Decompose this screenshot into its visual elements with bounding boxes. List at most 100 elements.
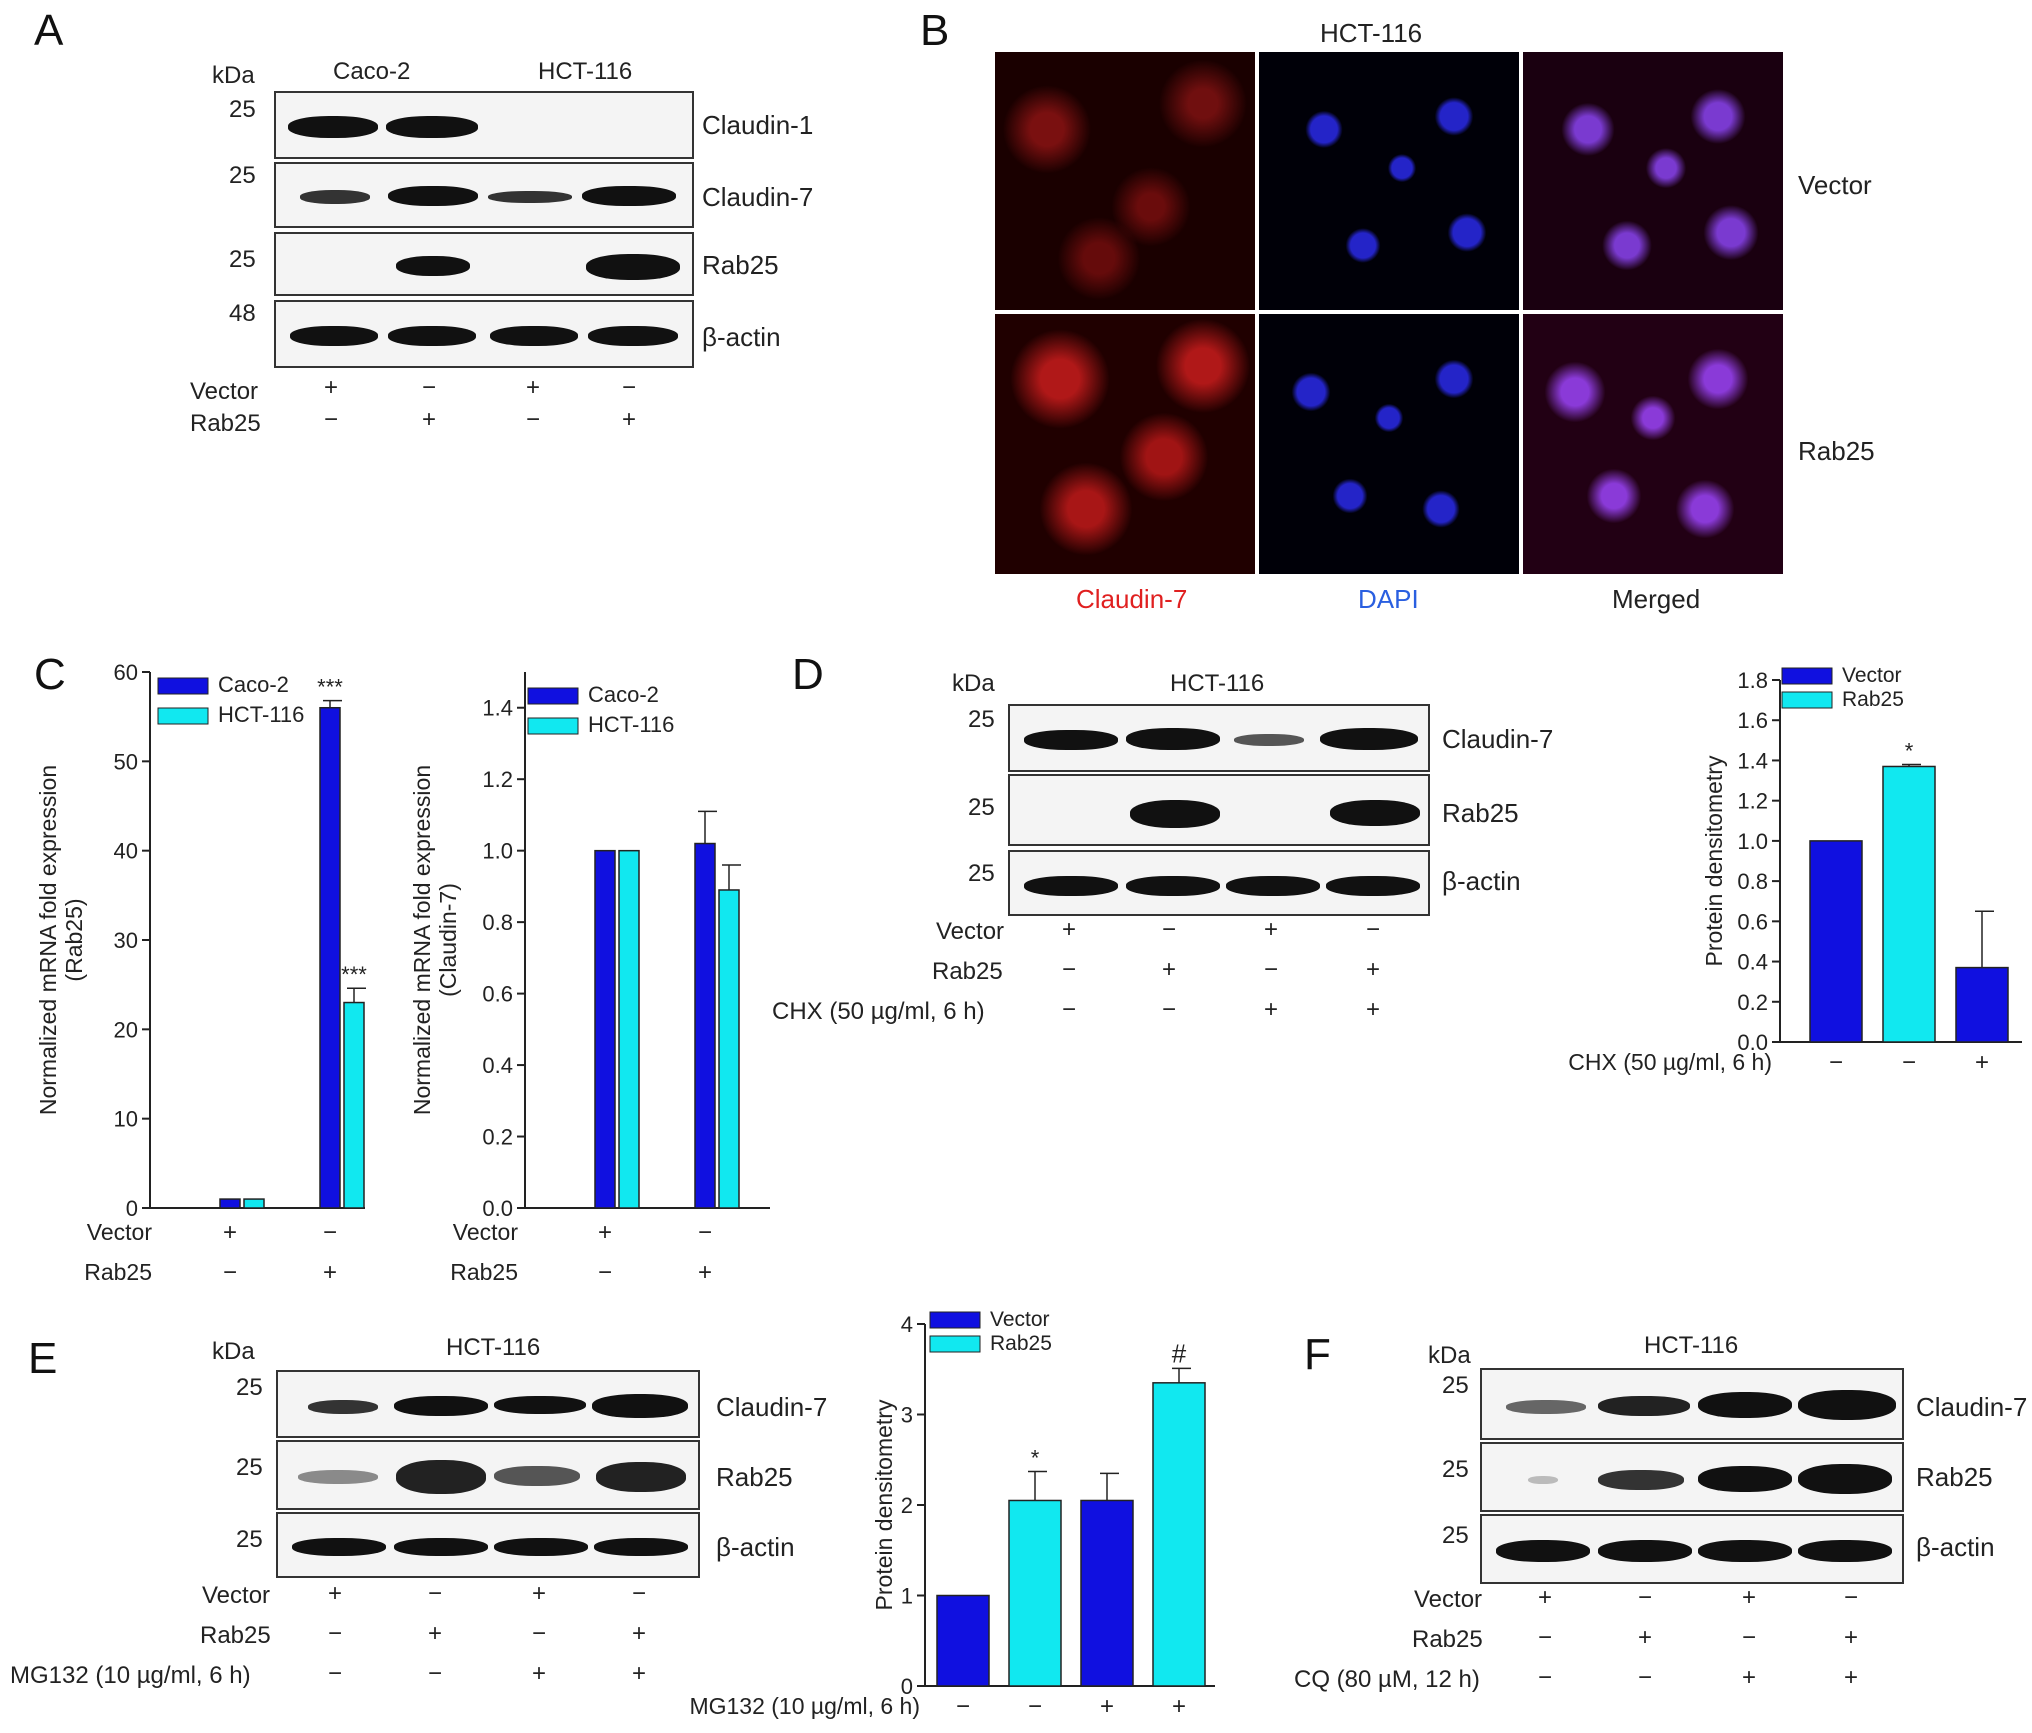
y-tick-label: 1.8 [1737, 668, 1768, 693]
mw-label: 25 [236, 1374, 263, 1401]
sign: − [1844, 1584, 1859, 1611]
significance-label: * [1031, 1446, 1040, 1471]
blot-band [1798, 1540, 1892, 1562]
y-axis-label: Normalized mRNA fold expression [409, 765, 435, 1115]
sign: + [1264, 996, 1279, 1023]
blot-beta-actin [276, 1512, 700, 1578]
blot-beta-actin [1480, 1514, 1904, 1584]
legend-label: Caco-2 [588, 682, 659, 707]
y-axis-label: Normalized mRNA fold expression [35, 765, 61, 1115]
treatment-label: CQ (80 µM, 12 h) [1294, 1666, 1480, 1693]
sign: − [1062, 996, 1077, 1023]
sign: − [1829, 1049, 1843, 1076]
sign: + [526, 374, 541, 401]
y-axis-label: Protein densitometry [871, 1399, 897, 1610]
panel-f: F kDa HCT-116 25 Claudin-7 25 Rab25 25 β… [1290, 1300, 2032, 1733]
blot-label: Claudin-7 [1442, 724, 1554, 754]
sign: − [622, 374, 637, 401]
blot-band [1528, 1476, 1558, 1484]
treatment-label: Rab25 [1412, 1626, 1483, 1653]
y-tick-label: 40 [114, 839, 138, 864]
blot-band [1798, 1464, 1892, 1494]
blot-label: β-actin [702, 322, 781, 352]
panel-a: A kDa Caco-2 HCT-116 25 Claudin-1 25 Cla… [0, 0, 920, 470]
blot-band [488, 191, 572, 203]
bar [718, 889, 740, 1209]
treatment-label: Vector [190, 378, 259, 405]
sign: − [598, 1259, 612, 1286]
y-tick-label: 30 [114, 928, 138, 953]
significance-label: * [1905, 738, 1914, 763]
sign: + [622, 406, 637, 433]
blot-label: Rab25 [1442, 798, 1519, 828]
blot-label: Claudin-7 [702, 182, 814, 212]
blot-band [386, 116, 478, 138]
micrograph-claudin7-vector [993, 50, 1257, 312]
sign: + [1366, 956, 1381, 983]
y-axis-label: Protein densitometry [1701, 755, 1727, 966]
sign: − [526, 406, 541, 433]
treatment-label: MG132 (10 µg/ml, 6 h) [10, 1662, 251, 1689]
y-tick-label: 4 [901, 1312, 913, 1337]
sign: + [328, 1580, 343, 1607]
sign: + [532, 1580, 547, 1607]
sign: − [532, 1620, 547, 1647]
mw-label: 25 [229, 162, 256, 189]
column-label-claudin7: Claudin-7 [1076, 584, 1188, 614]
chart-c-right: 0.0 0.2 0.4 0.6 0.8 1.0 1.2 1.4 Normalized mRNA … [409, 672, 770, 1286]
blot-band [1320, 728, 1418, 750]
row-label-vector: Vector [1798, 170, 1872, 200]
sign: + [1638, 1624, 1653, 1651]
bar [243, 1198, 265, 1209]
blot-band [1698, 1392, 1792, 1418]
y-tick-label: 0.6 [1737, 909, 1768, 934]
mw-label: 25 [236, 1526, 263, 1553]
treatment-label: Vector [453, 1219, 519, 1245]
legend-label: Vector [1842, 664, 1902, 687]
y-tick-label: 20 [114, 1017, 138, 1042]
bar [1080, 1499, 1134, 1687]
panel-label-d: D [792, 650, 824, 699]
sign: + [1975, 1049, 1989, 1076]
blot-label: Rab25 [716, 1462, 793, 1492]
sign: − [1366, 916, 1381, 943]
panel-label-c: C [34, 650, 66, 699]
y-tick-label: 1.2 [1737, 789, 1768, 814]
sign: + [1742, 1664, 1757, 1691]
blot-band [490, 326, 578, 346]
sign: + [1366, 996, 1381, 1023]
blot-beta-actin [274, 300, 694, 368]
micrograph-merged-rab25 [1521, 312, 1785, 576]
significance-label: *** [341, 962, 367, 987]
y-tick-label: 0.2 [482, 1125, 513, 1150]
blot-band [592, 1394, 688, 1418]
treatment-label: MG132 (10 µg/ml, 6 h) [689, 1693, 920, 1719]
y-tick-label: 1.4 [1737, 748, 1768, 773]
blot-band [1126, 876, 1220, 896]
bar [1955, 966, 2009, 1043]
blot-band [582, 186, 676, 206]
row-label-rab25: Rab25 [1798, 436, 1875, 466]
y-tick-label: 0.4 [1737, 950, 1768, 975]
blot-rab25 [1480, 1442, 1904, 1512]
y-tick-label: 1.0 [482, 839, 513, 864]
blot-band [1698, 1540, 1792, 1562]
blot-band [394, 1396, 488, 1416]
panel-c: C 0 10 20 30 40 50 60 Normalized mRNA fold expr… [0, 640, 790, 1310]
blot-band [1024, 730, 1118, 750]
legend-swatch [157, 707, 209, 725]
blot-band [1330, 800, 1420, 826]
sign: − [328, 1620, 343, 1647]
legend-label: Rab25 [1842, 688, 1904, 711]
blot-label: Claudin-7 [716, 1392, 828, 1422]
blot-title: HCT-116 [1644, 1332, 1739, 1359]
bar [618, 849, 640, 1209]
blot-band [1126, 728, 1220, 750]
blot-band [308, 1400, 378, 1414]
sign: + [1172, 1693, 1186, 1720]
mw-label: 48 [229, 300, 256, 327]
y-tick-label: 1.2 [482, 767, 513, 792]
legend-swatch [1781, 667, 1833, 685]
y-tick-label: 2 [901, 1493, 913, 1518]
panel-d: D kDa HCT-116 25 Claudin-7 25 Rab25 25 β… [760, 640, 2032, 1100]
